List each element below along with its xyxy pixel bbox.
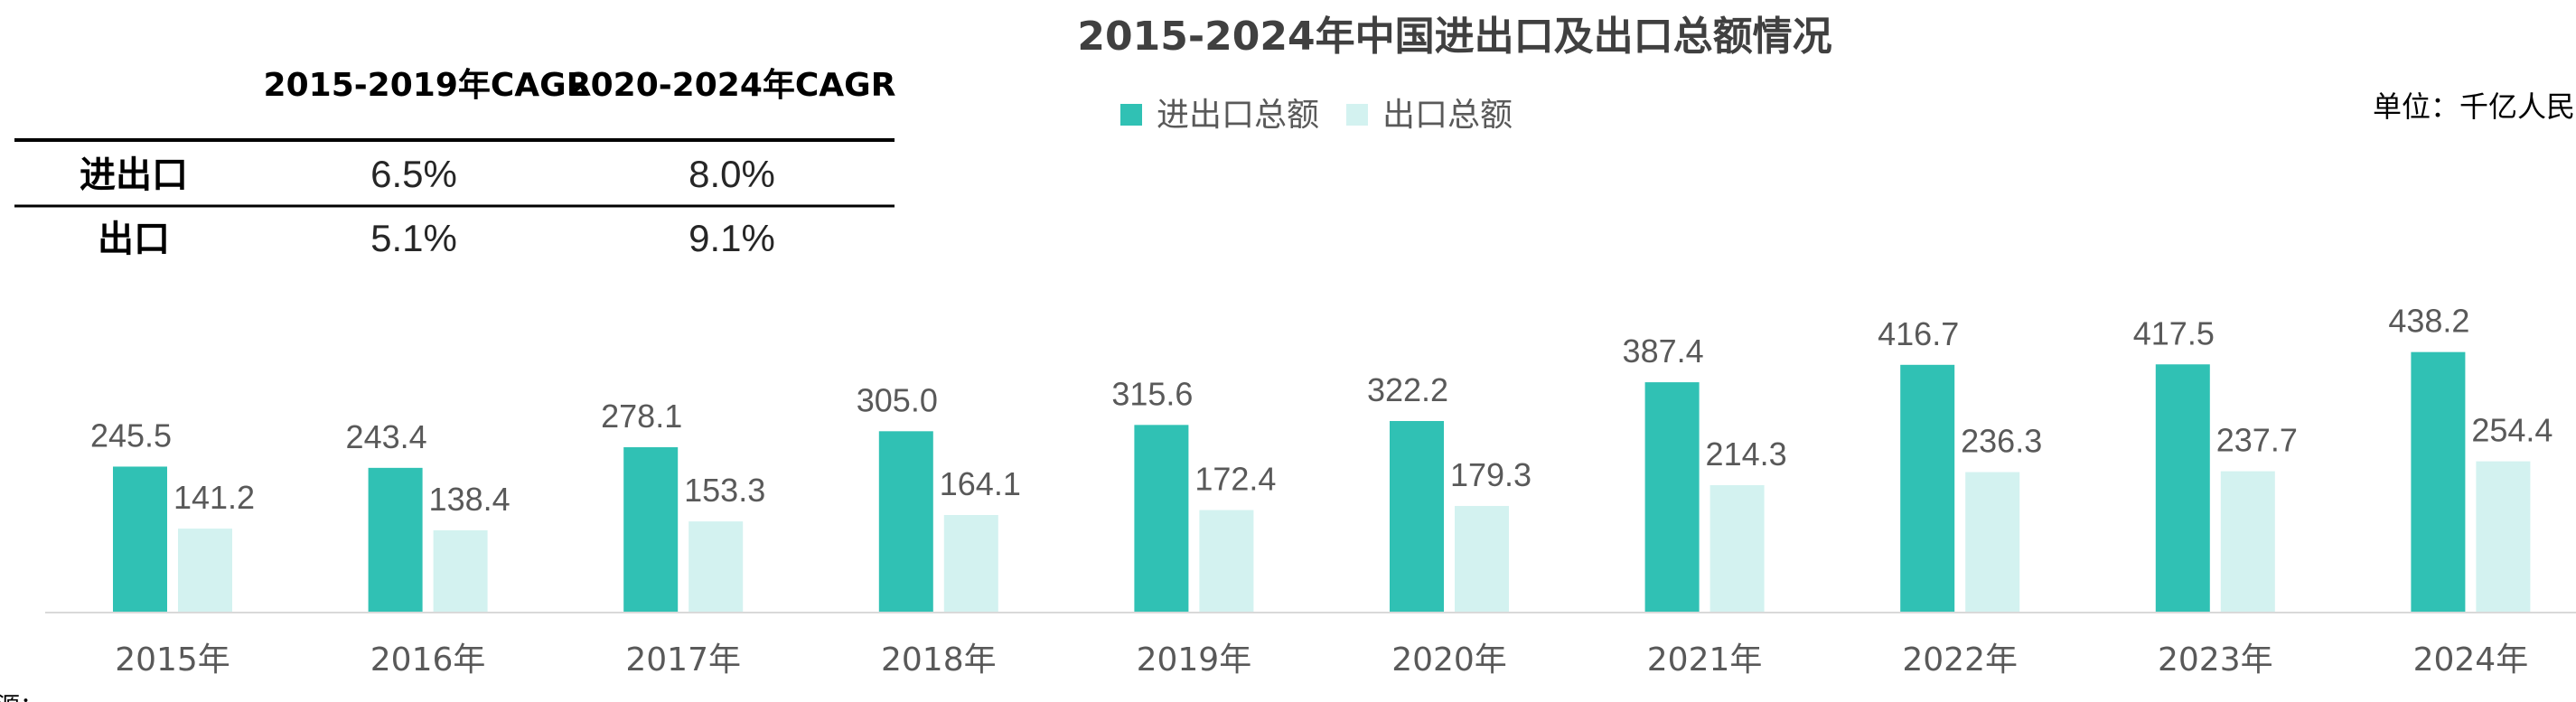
x-tick-label-4: 2019年 [1137,641,1252,679]
x-tick-labels: 2015年 2016年 2017年 2018年 2019年 2020年 2021年 2022年… [115,641,2528,679]
value-label-export-4: 172.4 [1194,461,1276,498]
bar-export-2 [688,521,744,613]
x-tick-label-5: 2020年 [1391,641,1507,679]
x-tick-label-9: 2024年 [2413,641,2529,679]
bar-export-3 [943,515,998,613]
legend-swatch-1 [1346,104,1368,126]
bar-export-9 [2476,461,2531,613]
value-label-total-8: 417.5 [2133,314,2215,351]
value-label-export-1: 138.4 [429,481,511,518]
value-label-total-1: 243.4 [346,418,427,455]
bar-total-8 [2155,364,2210,613]
bar-total-0 [113,466,167,613]
value-label-total-6: 387.4 [1623,332,1704,370]
cagr-header-1: 2015-2019年CAGR [264,67,592,104]
value-label-total-9: 438.2 [2388,303,2469,340]
x-tick-label-8: 2023年 [2158,641,2273,679]
bar-total-4 [1134,425,1189,613]
value-label-export-5: 179.3 [1450,456,1532,493]
bar-total-5 [1390,420,1444,613]
cagr-header-2: 2020-2024年CAGR [568,67,896,104]
value-label-total-7: 416.7 [1878,315,1959,352]
x-tick-label-0: 2015年 [115,641,230,679]
value-label-total-4: 315.6 [1111,375,1193,412]
bars [113,351,2531,613]
x-tick-label-3: 2018年 [881,641,997,679]
value-label-total-2: 278.1 [601,398,682,435]
cagr-export-2020-2024: 9.1% [688,217,775,259]
x-tick-label-2: 2017年 [625,641,741,679]
source-note: 来源：… [0,693,67,702]
bar-export-4 [1199,510,1254,613]
cagr-row-label-total: 进出口 [80,154,188,196]
bar-total-6 [1644,382,1700,613]
bar-total-9 [2411,351,2466,613]
value-label-export-7: 236.3 [1961,423,2042,460]
chart-title: 2015-2024年中国进出口及出口总额情况 [1077,14,1831,60]
bar-export-7 [1965,472,2020,613]
bar-export-0 [178,529,232,613]
x-tick-label-7: 2022年 [1902,641,2018,679]
legend-label-1: 出口总额 [1382,97,1513,134]
value-label-total-3: 305.0 [857,381,938,418]
bar-total-3 [878,431,933,613]
value-label-export-9: 254.4 [2471,412,2553,449]
cagr-table: 2015-2019年CAGR 2020-2024年CAGR 进出口 6.5% 8… [14,67,895,260]
bar-export-5 [1455,506,1509,613]
cagr-export-2015-2019: 5.1% [370,217,457,259]
value-label-total-0: 245.5 [90,417,172,454]
value-label-total-5: 322.2 [1367,371,1448,408]
bar-total-7 [1900,364,1955,613]
legend-swatch-0 [1120,104,1142,126]
value-label-export-0: 141.2 [173,479,255,516]
cagr-total-2015-2019: 6.5% [370,153,457,195]
cagr-total-2020-2024: 8.0% [688,153,775,195]
cagr-row-label-export: 出口 [98,219,170,260]
x-tick-label-6: 2021年 [1647,641,1763,679]
value-label-export-2: 153.3 [684,472,765,509]
value-label-export-6: 214.3 [1706,435,1787,473]
legend-label-0: 进出口总额 [1157,97,1319,134]
value-label-export-3: 164.1 [940,465,1021,502]
legend: 进出口总额 出口总额 [1120,97,1513,134]
bar-total-1 [368,467,423,613]
unit-label: 单位：千亿人民 [2373,89,2575,124]
bar-total-2 [623,447,679,613]
value-label-export-8: 237.7 [2216,422,2298,459]
bar-export-8 [2220,471,2275,613]
bar-export-6 [1710,484,1765,613]
bar-export-1 [433,529,488,613]
x-tick-label-1: 2016年 [370,641,486,679]
